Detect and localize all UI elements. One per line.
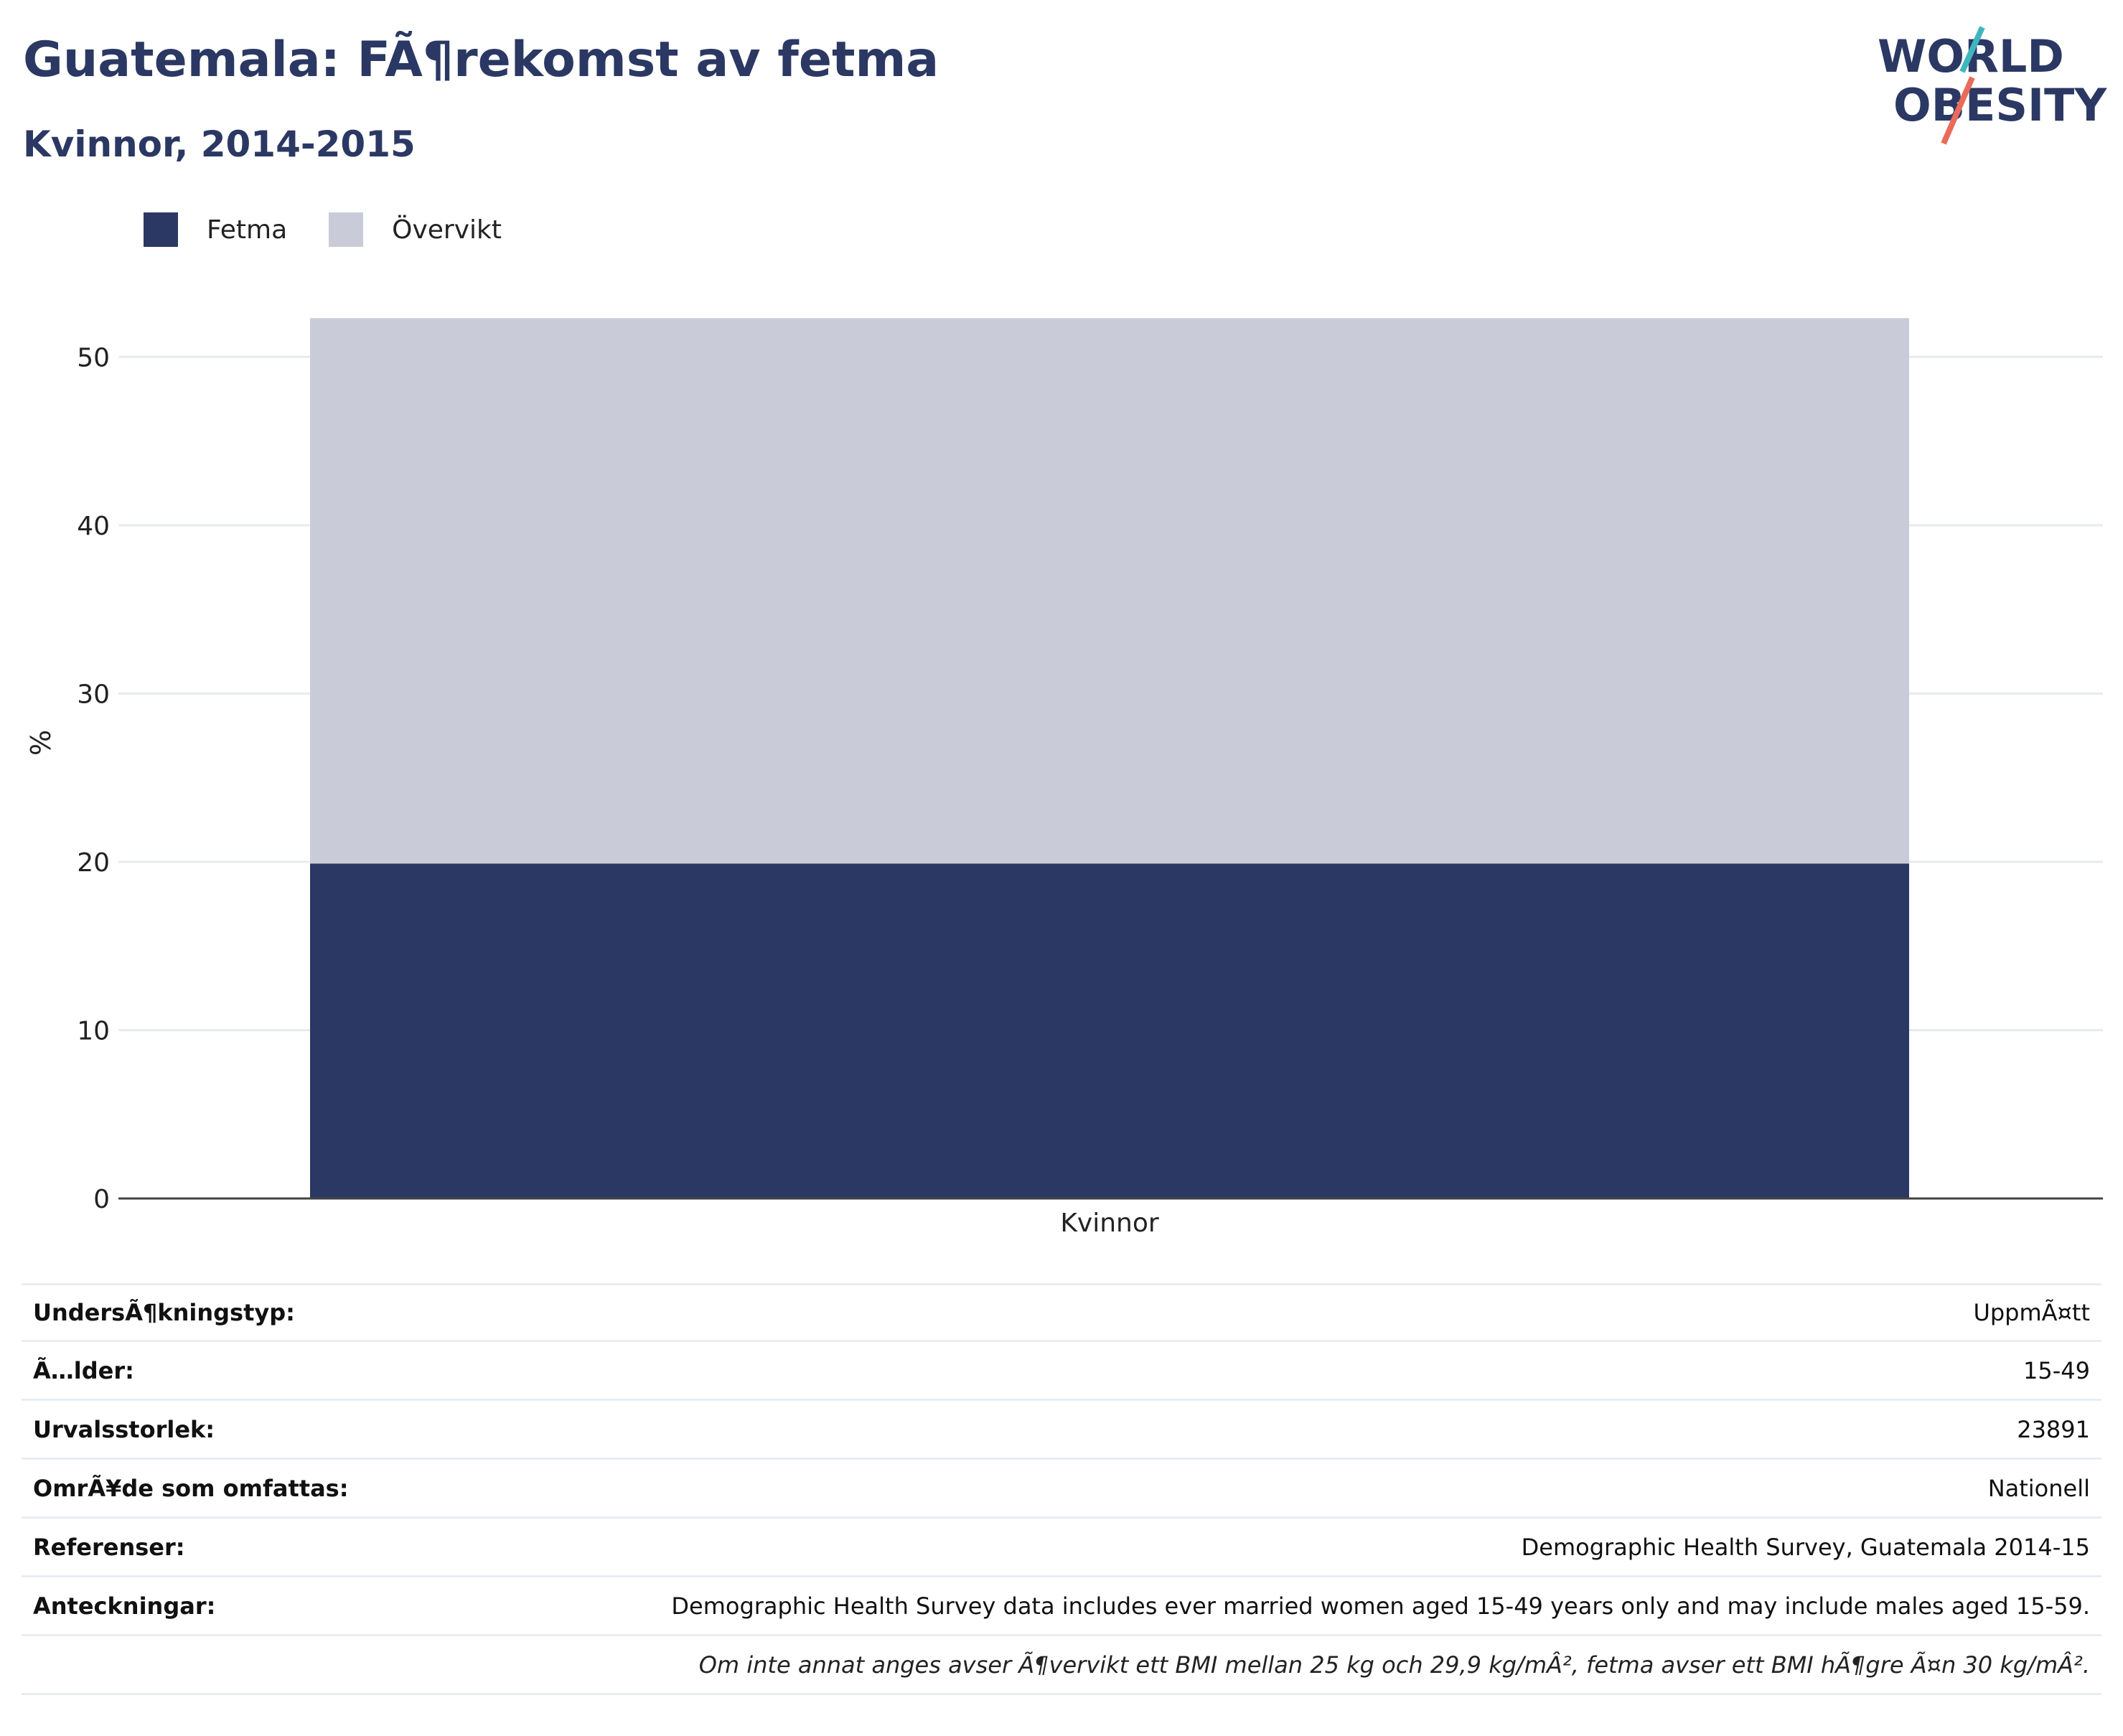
world-obesity-logo: WORLD OBESITY xyxy=(1878,26,2107,145)
logo-slash-coral xyxy=(1941,76,1975,145)
y-tick-label-0: 0 xyxy=(93,1185,110,1214)
info-key: OmrÃ¥de som omfattas: xyxy=(33,1474,349,1502)
legend-swatch-fetma xyxy=(144,212,178,247)
legend-label-overvikt: Övervikt xyxy=(392,215,502,245)
info-row: Referenser: Demographic Health Survey, Gu… xyxy=(22,1519,2101,1577)
info-key: Urvalsstorlek: xyxy=(33,1415,215,1443)
legend-item-overvikt[interactable]: Övervikt xyxy=(329,212,502,247)
legend-swatch-overvikt xyxy=(329,212,364,247)
info-table: UndersÃ¶kningstyp: UppmÃ¤tt Ã…lder: 15-49 Ur… xyxy=(22,1283,2101,1695)
info-value: Nationell xyxy=(1987,1474,2090,1502)
info-row: Urvalsstorlek: 23891 xyxy=(22,1401,2101,1460)
y-tick-label-40: 40 xyxy=(77,512,110,541)
logo-slash-teal xyxy=(1959,26,1985,73)
info-row: OmrÃ¥de som omfattas: Nationell xyxy=(22,1460,2101,1519)
info-row: UndersÃ¶kningstyp: UppmÃ¤tt xyxy=(22,1283,2101,1342)
bar-fetma-0 xyxy=(310,863,1909,1198)
info-key: Ã…lder: xyxy=(33,1356,134,1384)
legend-label-fetma: Fetma xyxy=(207,215,288,245)
info-value: Demographic Health Survey data includes … xyxy=(671,1592,2090,1620)
legend: Fetma Övervikt xyxy=(144,212,543,247)
y-tick-label-20: 20 xyxy=(77,848,110,878)
info-key: UndersÃ¶kningstyp: xyxy=(33,1299,295,1326)
info-value: Om inte annat anges avser Ã¶vervikt ett … xyxy=(698,1651,2090,1679)
bar-chart: 0 10 20 30 40 50 Kvinnor% xyxy=(25,318,2103,1238)
info-value: 15-49 xyxy=(2023,1356,2090,1384)
info-row: Ã…lder: 15-49 xyxy=(22,1342,2101,1401)
y-tick-label-30: 30 xyxy=(77,680,110,709)
x-tick-label-0: Kvinnor xyxy=(1060,1209,1159,1238)
bar-vervikt-0 xyxy=(310,318,1909,864)
legend-item-fetma[interactable]: Fetma xyxy=(144,212,287,247)
info-row: Om inte annat anges avser Ã¶vervikt ett … xyxy=(22,1636,2101,1695)
info-row: Anteckningar: Demographic Health Survey d… xyxy=(22,1577,2101,1636)
info-key: Anteckningar: xyxy=(33,1592,216,1620)
y-axis-title: % xyxy=(25,730,57,756)
info-value: UppmÃ¤tt xyxy=(1973,1299,2090,1326)
y-tick-label-50: 50 xyxy=(77,343,110,372)
info-key: Referenser: xyxy=(33,1533,185,1561)
info-value: Demographic Health Survey, Guatemala 201… xyxy=(1521,1533,2090,1561)
chart-subtitle: Kvinnor, 2014-2015 xyxy=(23,123,416,165)
y-tick-label-10: 10 xyxy=(77,1016,110,1046)
chart-title: Guatemala: FÃ¶rekomst av fetma xyxy=(23,32,939,88)
logo-line-2: OBESITY xyxy=(1893,79,2107,131)
info-value: 23891 xyxy=(2017,1415,2090,1443)
